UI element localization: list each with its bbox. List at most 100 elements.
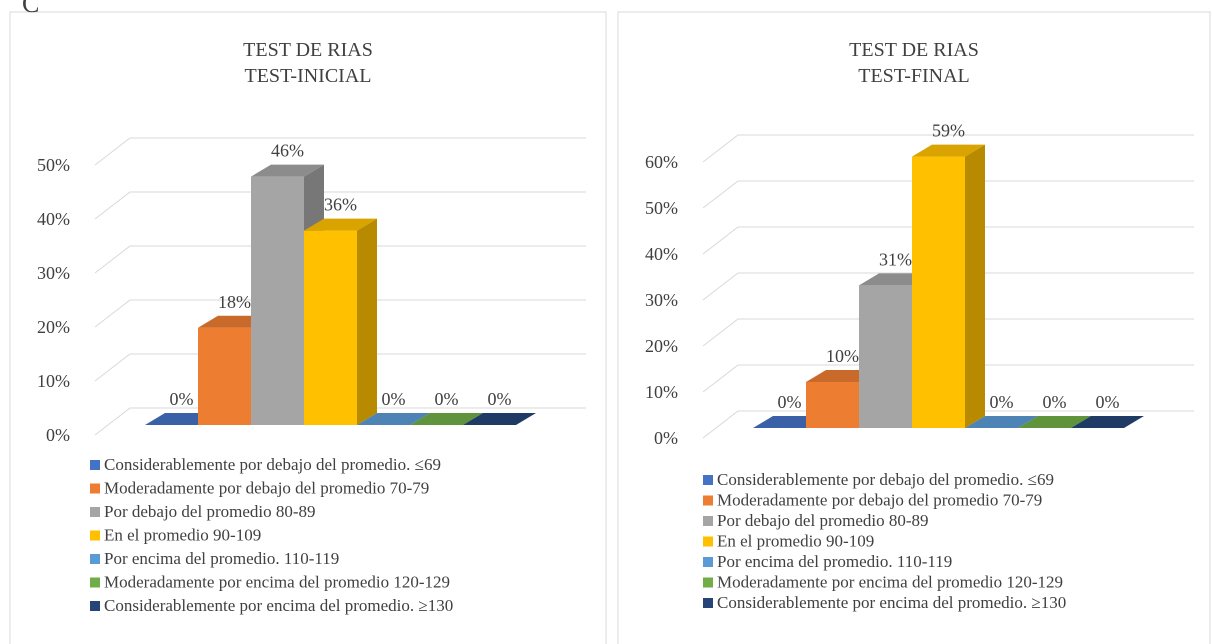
panel bbox=[617, 11, 1211, 644]
legend-swatch bbox=[703, 557, 713, 567]
bar bbox=[410, 413, 483, 425]
value-label: 0% bbox=[170, 389, 194, 409]
legend-label: Considerablemente por debajo del promedi… bbox=[717, 470, 1054, 489]
y-tick-label: 0% bbox=[654, 428, 678, 448]
legend-swatch bbox=[90, 601, 100, 611]
value-label: 59% bbox=[932, 121, 965, 141]
bar-top bbox=[251, 164, 324, 177]
y-tick-label: 10% bbox=[37, 371, 70, 391]
legend-swatch bbox=[703, 516, 713, 526]
bar-front bbox=[251, 176, 304, 425]
grid-line bbox=[94, 407, 586, 436]
y-tick-label: 0% bbox=[46, 425, 70, 445]
legend-swatch bbox=[90, 530, 100, 541]
bar-top bbox=[304, 218, 377, 231]
bar bbox=[912, 144, 985, 428]
bar-top bbox=[1018, 416, 1091, 428]
bar-top bbox=[410, 413, 483, 425]
grid-line bbox=[702, 318, 1194, 347]
y-tick-label: 50% bbox=[37, 155, 70, 175]
bar bbox=[357, 413, 430, 425]
panel bbox=[9, 11, 607, 644]
y-tick-label: 50% bbox=[645, 198, 678, 218]
legend-label: Por encima del promedio. 110-119 bbox=[104, 549, 339, 568]
bar bbox=[1071, 416, 1144, 428]
grid-line bbox=[702, 272, 1194, 301]
legend-label: Por encima del promedio. 110-119 bbox=[717, 552, 952, 571]
value-label: 0% bbox=[435, 389, 459, 409]
bar-top bbox=[463, 413, 536, 425]
bar-side bbox=[357, 218, 377, 425]
figure-label: C bbox=[22, 0, 39, 18]
bar-side bbox=[965, 144, 985, 428]
grid-line bbox=[94, 299, 586, 328]
chart-title: TEST DE RIAS bbox=[849, 39, 979, 61]
chart-subtitle: TEST-FINAL bbox=[858, 65, 969, 87]
value-label: 0% bbox=[778, 392, 802, 412]
y-tick-label: 30% bbox=[37, 263, 70, 283]
bar-front bbox=[806, 382, 859, 428]
legend-label: Moderadamente por debajo del promedio 70… bbox=[104, 479, 429, 498]
legend-label: Moderadamente por debajo del promedio 70… bbox=[717, 491, 1042, 510]
bar-top bbox=[965, 416, 1038, 428]
legend-label: Considerablemente por debajo del promedi… bbox=[104, 455, 441, 474]
grid-line bbox=[94, 137, 586, 166]
value-label: 0% bbox=[488, 389, 512, 409]
bar-front bbox=[304, 230, 357, 425]
grid-line bbox=[702, 410, 1194, 439]
grid-line bbox=[702, 364, 1194, 393]
legend-label: Considerablemente por encima del promedi… bbox=[717, 593, 1066, 612]
legend-label: En el promedio 90-109 bbox=[104, 526, 261, 545]
value-label: 18% bbox=[218, 292, 251, 312]
legend-swatch bbox=[90, 554, 100, 564]
legend-label: Por debajo del promedio 80-89 bbox=[104, 502, 316, 521]
legend-swatch bbox=[703, 598, 713, 608]
y-tick-label: 10% bbox=[645, 382, 678, 402]
bar bbox=[1018, 416, 1091, 428]
grid-line bbox=[702, 226, 1194, 255]
bar-front bbox=[912, 156, 965, 428]
legend-swatch bbox=[703, 495, 713, 506]
bar-front bbox=[859, 285, 912, 428]
grid-line bbox=[94, 245, 586, 274]
grid-line bbox=[702, 134, 1194, 163]
grid-line bbox=[94, 353, 586, 382]
legend-swatch bbox=[703, 475, 713, 485]
grid-line bbox=[702, 180, 1194, 209]
chart-title: TEST DE RIAS bbox=[243, 39, 373, 61]
value-label: 0% bbox=[382, 389, 406, 409]
bar bbox=[965, 416, 1038, 428]
value-label: 46% bbox=[271, 141, 304, 161]
legend-label: Considerablemente por encima del promedi… bbox=[104, 596, 453, 615]
value-label: 36% bbox=[324, 195, 357, 215]
bar-front bbox=[198, 327, 251, 425]
bar-top bbox=[357, 413, 430, 425]
legend-swatch bbox=[90, 507, 100, 517]
value-label: 10% bbox=[826, 346, 859, 366]
y-tick-label: 30% bbox=[645, 290, 678, 310]
bar-top bbox=[1071, 416, 1144, 428]
bar bbox=[463, 413, 536, 425]
grid-line bbox=[94, 191, 586, 220]
y-tick-label: 20% bbox=[37, 317, 70, 337]
legend-swatch bbox=[703, 536, 713, 547]
legend-swatch bbox=[90, 460, 100, 470]
legend-swatch bbox=[703, 577, 713, 588]
bar-top bbox=[912, 144, 985, 157]
value-label: 0% bbox=[990, 392, 1014, 412]
legend-swatch bbox=[90, 483, 100, 494]
value-label: 0% bbox=[1096, 392, 1120, 412]
legend-label: Moderadamente por encima del promedio 12… bbox=[104, 573, 450, 592]
legend-label: En el promedio 90-109 bbox=[717, 532, 874, 551]
bar bbox=[304, 218, 377, 425]
y-tick-label: 60% bbox=[645, 152, 678, 172]
y-tick-label: 40% bbox=[37, 209, 70, 229]
y-tick-label: 40% bbox=[645, 244, 678, 264]
legend-swatch bbox=[90, 577, 100, 588]
chart-subtitle: TEST-INICIAL bbox=[244, 65, 371, 87]
legend-label: Por debajo del promedio 80-89 bbox=[717, 511, 929, 530]
legend-label: Moderadamente por encima del promedio 12… bbox=[717, 573, 1063, 592]
y-tick-label: 20% bbox=[645, 336, 678, 356]
